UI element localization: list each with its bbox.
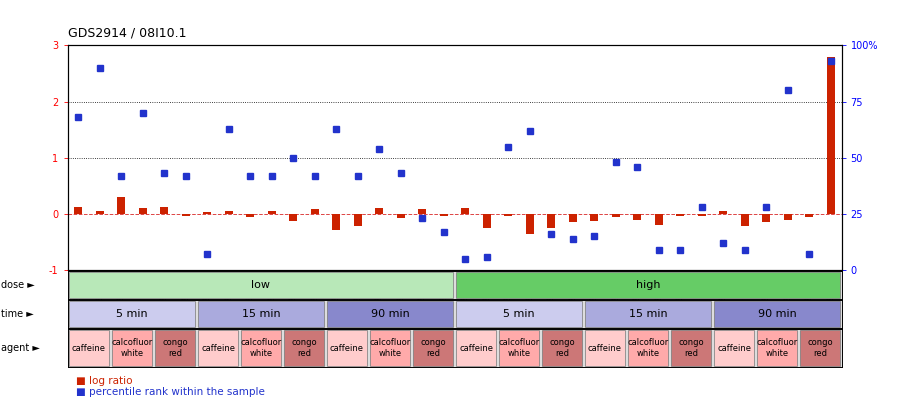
Bar bbox=[412, 330, 454, 366]
Bar bbox=[370, 330, 410, 366]
Bar bbox=[757, 330, 797, 366]
Bar bbox=[290, 214, 297, 221]
Text: congo
red: congo red bbox=[549, 339, 575, 358]
Text: calcofluor
white: calcofluor white bbox=[112, 339, 153, 358]
Bar bbox=[526, 214, 534, 234]
Bar bbox=[542, 330, 582, 366]
Bar bbox=[455, 330, 497, 366]
Bar bbox=[784, 214, 791, 220]
Bar bbox=[112, 330, 152, 366]
Text: congo
red: congo red bbox=[807, 339, 833, 358]
Text: 15 min: 15 min bbox=[242, 309, 280, 319]
Text: 5 min: 5 min bbox=[116, 309, 148, 319]
Text: congo
red: congo red bbox=[162, 339, 188, 358]
Bar bbox=[327, 330, 367, 366]
Bar bbox=[612, 214, 619, 217]
Bar bbox=[547, 214, 555, 228]
Bar bbox=[585, 301, 711, 326]
Text: 90 min: 90 min bbox=[758, 309, 796, 319]
Bar bbox=[96, 211, 104, 214]
Text: calcofluor
white: calcofluor white bbox=[756, 339, 797, 358]
Bar bbox=[118, 197, 125, 214]
Bar bbox=[311, 209, 319, 214]
Text: low: low bbox=[251, 280, 271, 290]
Bar bbox=[483, 214, 490, 228]
Bar bbox=[198, 301, 324, 326]
Bar bbox=[698, 214, 706, 216]
Text: congo
red: congo red bbox=[292, 339, 317, 358]
Bar bbox=[75, 207, 82, 214]
Text: caffeine: caffeine bbox=[588, 343, 622, 353]
Bar bbox=[455, 301, 582, 326]
Bar bbox=[677, 214, 684, 216]
Bar bbox=[332, 214, 340, 230]
Bar bbox=[455, 273, 841, 298]
Text: high: high bbox=[635, 280, 661, 290]
Text: congo
red: congo red bbox=[679, 339, 704, 358]
Bar bbox=[799, 330, 841, 366]
Text: calcofluor
white: calcofluor white bbox=[627, 339, 669, 358]
Bar bbox=[354, 214, 362, 226]
Bar bbox=[155, 330, 195, 366]
Bar bbox=[139, 208, 147, 214]
Bar bbox=[590, 214, 598, 221]
Text: calcofluor
white: calcofluor white bbox=[499, 339, 540, 358]
Text: GDS2914 / 08I10.1: GDS2914 / 08I10.1 bbox=[68, 26, 186, 39]
Bar bbox=[160, 207, 168, 214]
Bar bbox=[397, 214, 404, 218]
Bar bbox=[375, 208, 383, 214]
Bar bbox=[827, 57, 834, 214]
Bar bbox=[268, 211, 275, 214]
Bar bbox=[806, 214, 813, 217]
Text: caffeine: caffeine bbox=[459, 343, 493, 353]
Bar bbox=[670, 330, 711, 366]
Bar bbox=[240, 330, 282, 366]
Bar bbox=[569, 214, 577, 222]
Bar bbox=[225, 211, 232, 214]
Bar bbox=[198, 330, 238, 366]
Text: congo
red: congo red bbox=[420, 339, 446, 358]
Text: time ►: time ► bbox=[1, 309, 33, 319]
Text: calcofluor
white: calcofluor white bbox=[240, 339, 282, 358]
Text: caffeine: caffeine bbox=[201, 343, 235, 353]
Bar bbox=[68, 301, 195, 326]
Bar bbox=[182, 214, 190, 216]
Bar bbox=[68, 330, 110, 366]
Bar bbox=[741, 214, 749, 226]
Bar bbox=[655, 214, 662, 225]
Bar bbox=[627, 330, 669, 366]
Bar bbox=[440, 214, 447, 216]
Bar bbox=[585, 330, 625, 366]
Text: calcofluor
white: calcofluor white bbox=[369, 339, 410, 358]
Text: 15 min: 15 min bbox=[629, 309, 667, 319]
Bar bbox=[505, 214, 512, 216]
Text: 5 min: 5 min bbox=[503, 309, 535, 319]
Text: agent ►: agent ► bbox=[1, 343, 40, 353]
Text: dose ►: dose ► bbox=[1, 280, 34, 290]
Text: caffeine: caffeine bbox=[72, 343, 106, 353]
Text: caffeine: caffeine bbox=[717, 343, 751, 353]
Bar bbox=[499, 330, 539, 366]
Bar bbox=[714, 301, 841, 326]
Bar bbox=[762, 214, 770, 222]
Bar bbox=[203, 212, 211, 214]
Text: caffeine: caffeine bbox=[330, 343, 364, 353]
Bar bbox=[247, 214, 254, 217]
Bar bbox=[327, 301, 454, 326]
Bar bbox=[418, 209, 426, 214]
Text: 90 min: 90 min bbox=[371, 309, 410, 319]
Bar bbox=[719, 211, 727, 214]
Text: ■ percentile rank within the sample: ■ percentile rank within the sample bbox=[76, 387, 266, 397]
Bar bbox=[284, 330, 324, 366]
Bar bbox=[634, 214, 641, 220]
Bar bbox=[714, 330, 754, 366]
Bar bbox=[462, 208, 469, 214]
Bar bbox=[68, 273, 454, 298]
Text: ■ log ratio: ■ log ratio bbox=[76, 375, 133, 386]
